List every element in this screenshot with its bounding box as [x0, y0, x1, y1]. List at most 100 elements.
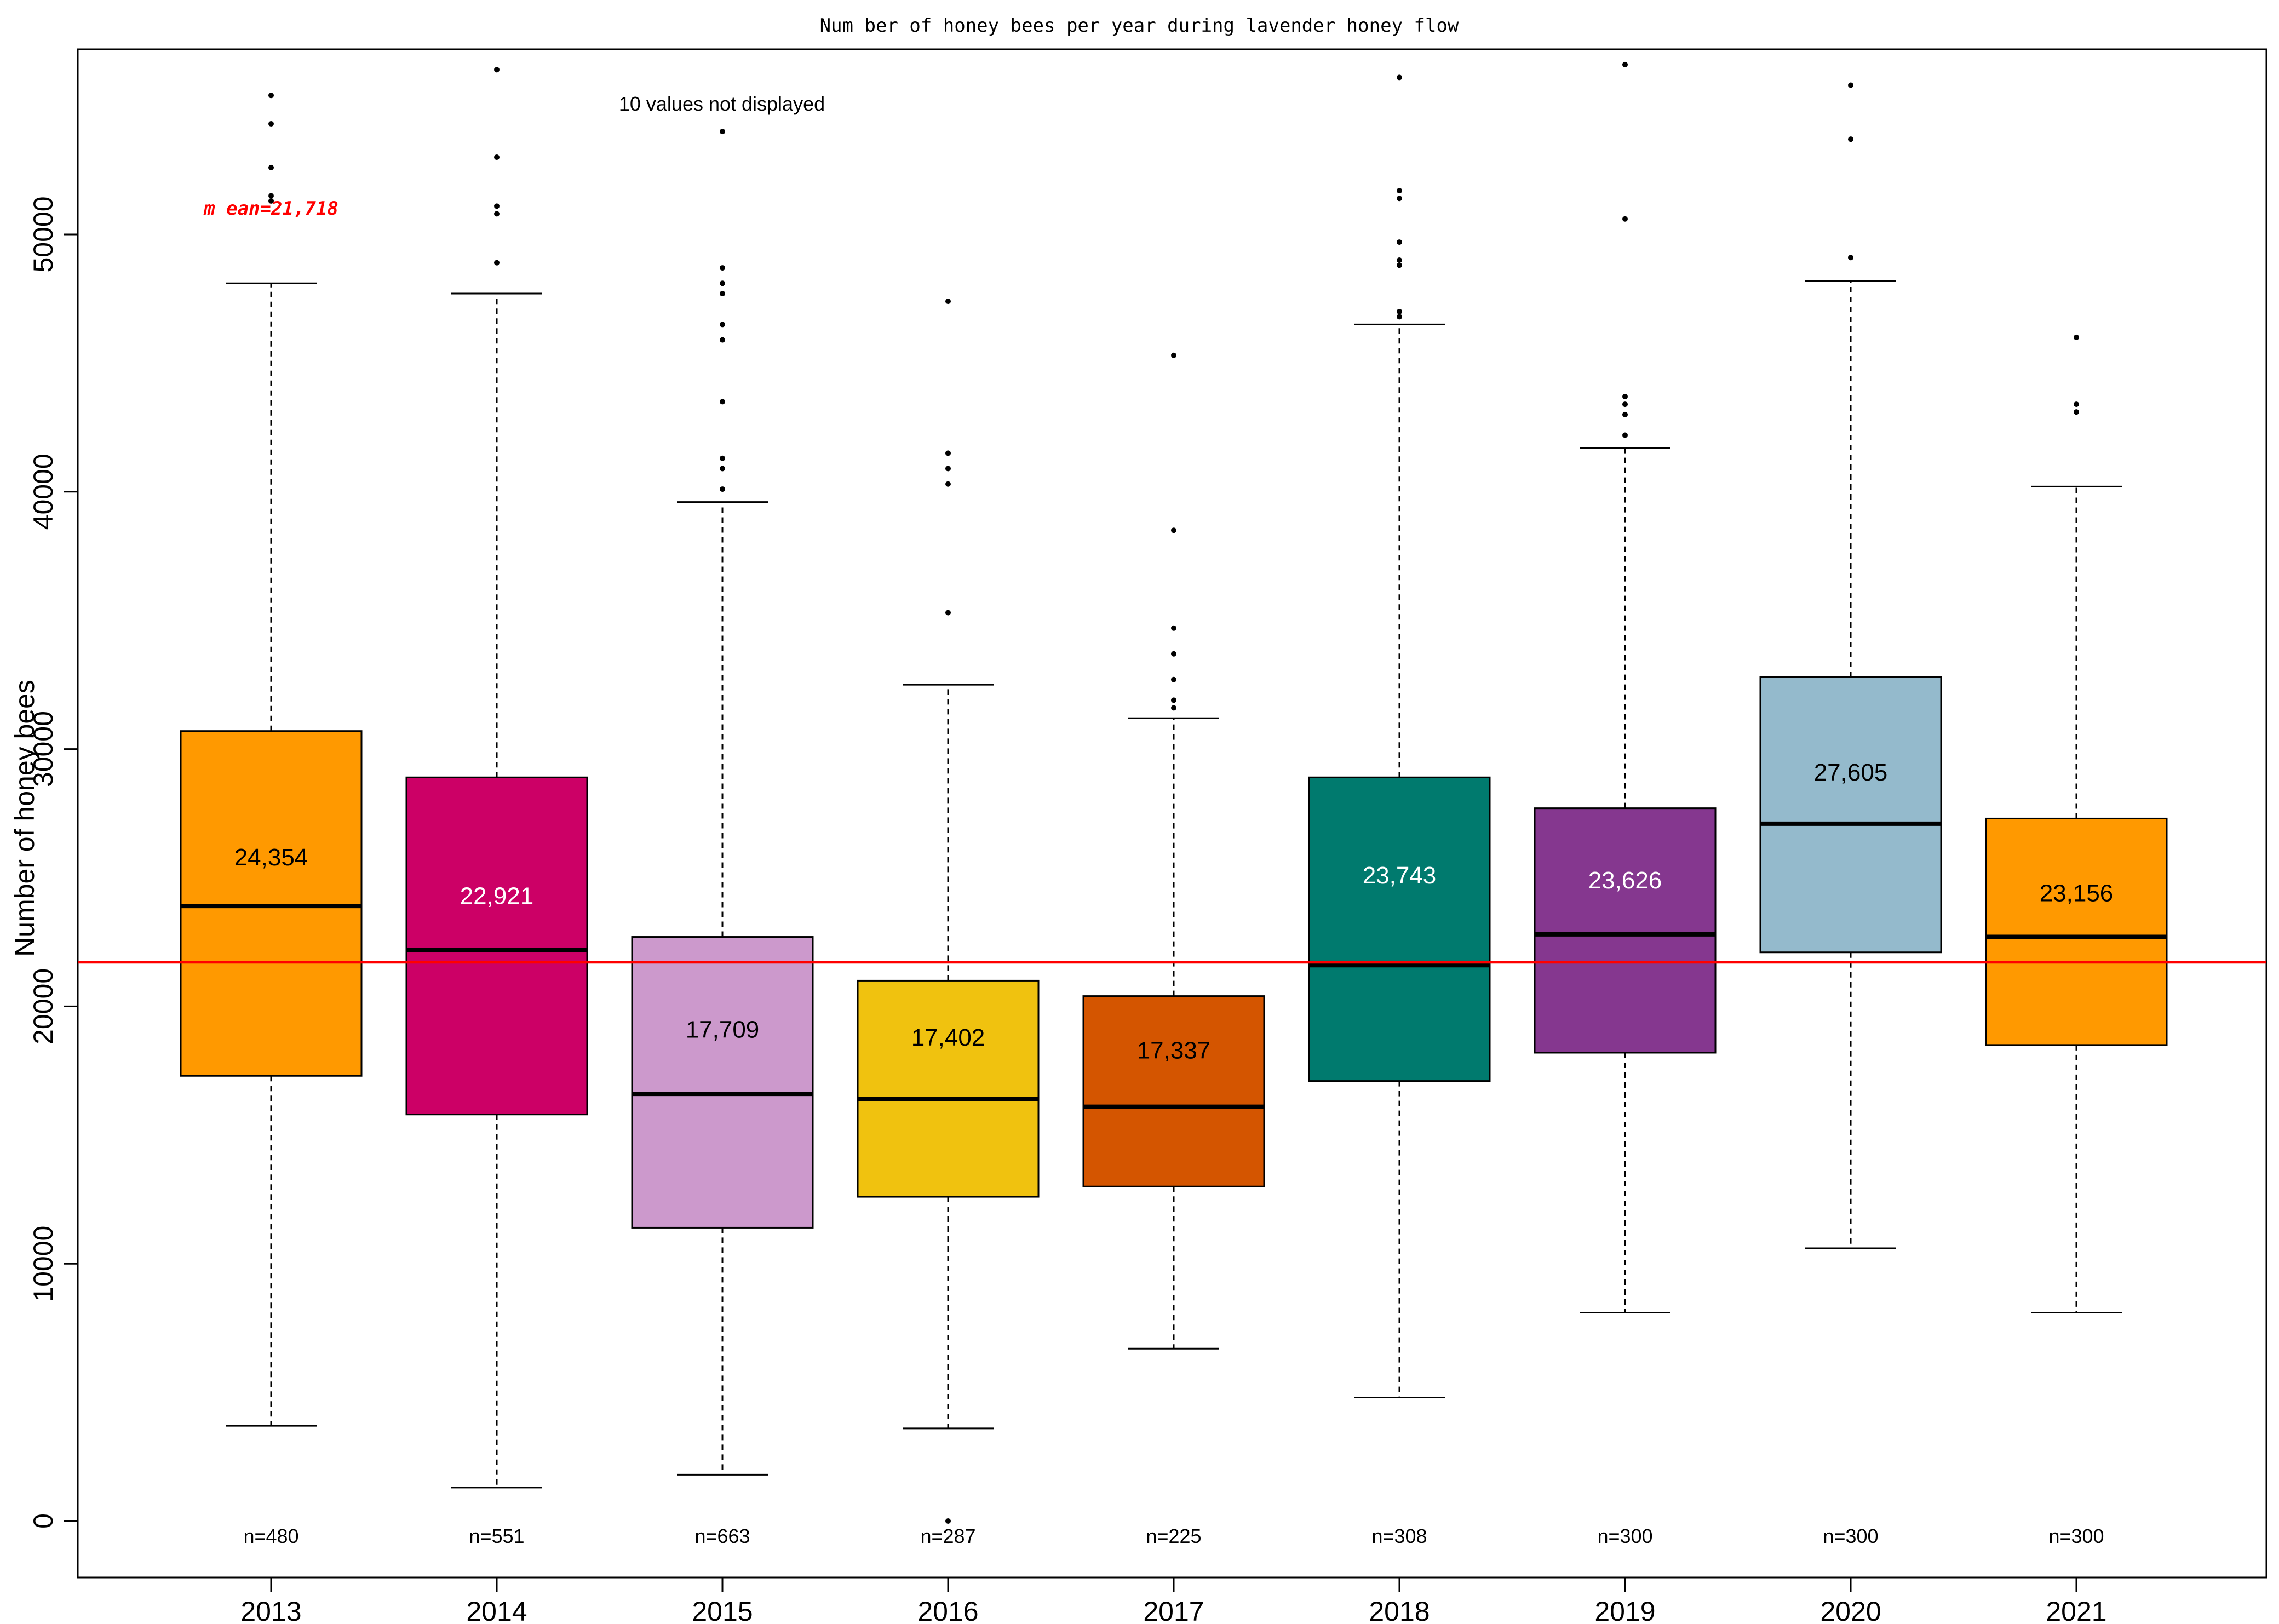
box-2014	[405, 776, 588, 1116]
outlier-point	[720, 337, 725, 343]
box-mean-label: 27,605	[1814, 759, 1888, 786]
box-mean-label: 23,626	[1588, 867, 1662, 894]
y-tick-label: 0	[28, 1513, 59, 1529]
outlier-point	[720, 466, 725, 472]
outlier-point	[494, 211, 500, 217]
box-2013	[180, 730, 363, 1077]
outlier-point	[1622, 432, 1628, 438]
box-2018	[1308, 776, 1491, 1082]
outlier-point	[1171, 676, 1176, 682]
outlier-point	[1848, 136, 1853, 142]
outlier-point	[720, 129, 725, 135]
sample-size-label: n=551	[469, 1525, 524, 1547]
outlier-point	[268, 193, 274, 199]
outlier-point	[720, 486, 725, 492]
outlier-point	[720, 280, 725, 286]
sample-size-label: n=300	[1597, 1525, 1652, 1547]
y-tick-label: 40000	[28, 454, 59, 530]
box-mean-label: 24,354	[234, 844, 308, 871]
outlier-point	[1397, 239, 1402, 245]
y-tick-label: 50000	[28, 196, 59, 272]
y-tick-label: 20000	[28, 968, 59, 1045]
outlier-point	[945, 466, 951, 472]
box-2017	[1082, 995, 1265, 1187]
sample-size-label: n=300	[2048, 1525, 2104, 1547]
outlier-point	[1397, 257, 1402, 263]
mean-annotation: m ean=21,718	[203, 198, 338, 220]
outlier-point	[494, 154, 500, 160]
outlier-point	[1397, 74, 1402, 81]
outlier-point	[945, 1518, 951, 1524]
outlier-point	[720, 265, 725, 271]
x-tick-label: 2020	[1820, 1596, 1881, 1624]
box-mean-label: 23,156	[2040, 880, 2114, 907]
outlier-point	[1171, 651, 1176, 657]
outlier-point	[2074, 401, 2079, 408]
sample-size-label: n=480	[243, 1525, 298, 1547]
y-tick-label: 10000	[28, 1226, 59, 1302]
outlier-point	[1848, 82, 1853, 88]
sample-size-label: n=287	[920, 1525, 975, 1547]
box-2015	[631, 936, 814, 1229]
outlier-point	[720, 455, 725, 461]
outlier-point	[1397, 196, 1402, 202]
outlier-point	[268, 164, 274, 170]
outlier-point	[494, 260, 500, 266]
outlier-point	[945, 450, 951, 456]
outlier-point	[1622, 393, 1628, 399]
outlier-point	[1171, 352, 1176, 358]
box-2021	[1985, 817, 2168, 1046]
y-axis-label: Number of honey bees	[9, 680, 40, 957]
outlier-point	[494, 203, 500, 209]
x-tick-label: 2013	[240, 1596, 301, 1624]
x-tick-label: 2016	[917, 1596, 978, 1624]
outlier-point	[1397, 262, 1402, 268]
x-tick-label: 2014	[466, 1596, 527, 1624]
outlier-point	[268, 120, 274, 127]
box-mean-label: 17,402	[911, 1024, 985, 1051]
x-tick-label: 2015	[692, 1596, 753, 1624]
outlier-point	[1622, 61, 1628, 67]
outlier-point	[1171, 527, 1176, 533]
outlier-point	[494, 67, 500, 73]
x-tick-label: 2021	[2046, 1596, 2106, 1624]
outlier-point	[2074, 409, 2079, 415]
outlier-point	[1622, 216, 1628, 222]
box-mean-label: 23,743	[1363, 862, 1437, 889]
box-mean-label: 17,709	[686, 1017, 760, 1043]
note-values-not-displayed: 10 values not displayed	[619, 93, 825, 115]
outlier-point	[1171, 697, 1176, 703]
outlier-point	[1397, 314, 1402, 320]
box-mean-label: 22,921	[460, 882, 534, 909]
box-mean-label: 17,337	[1137, 1037, 1211, 1064]
outlier-point	[268, 198, 274, 204]
outlier-point	[720, 291, 725, 297]
x-tick-label: 2018	[1369, 1596, 1430, 1624]
outlier-point	[1848, 255, 1853, 261]
outlier-point	[2074, 334, 2079, 340]
sample-size-label: n=308	[1371, 1525, 1427, 1547]
outlier-point	[945, 299, 951, 305]
outlier-point	[720, 399, 725, 405]
outlier-point	[720, 322, 725, 328]
chart-title: Num ber of honey bees per year during la…	[820, 15, 1459, 37]
outlier-point	[1397, 188, 1402, 194]
sample-size-label: n=300	[1823, 1525, 1878, 1547]
outlier-point	[1622, 401, 1628, 408]
outlier-point	[945, 481, 951, 487]
outlier-point	[1171, 625, 1176, 631]
sample-size-label: n=663	[694, 1525, 750, 1547]
y-tick-label: 30000	[28, 711, 59, 787]
box-2016	[857, 979, 1040, 1198]
sample-size-label: n=225	[1146, 1525, 1201, 1547]
outlier-point	[945, 610, 951, 616]
box-2020	[1759, 676, 1942, 954]
outlier-point	[268, 93, 274, 99]
x-tick-label: 2019	[1594, 1596, 1655, 1624]
outlier-point	[1397, 308, 1402, 314]
plot-area: 0 10000 20000 30000 40000 50000 24,354 n=480 201…	[28, 48, 2267, 1624]
x-tick-label: 2017	[1143, 1596, 1204, 1624]
outlier-point	[1171, 705, 1176, 711]
box-2019	[1534, 807, 1717, 1054]
